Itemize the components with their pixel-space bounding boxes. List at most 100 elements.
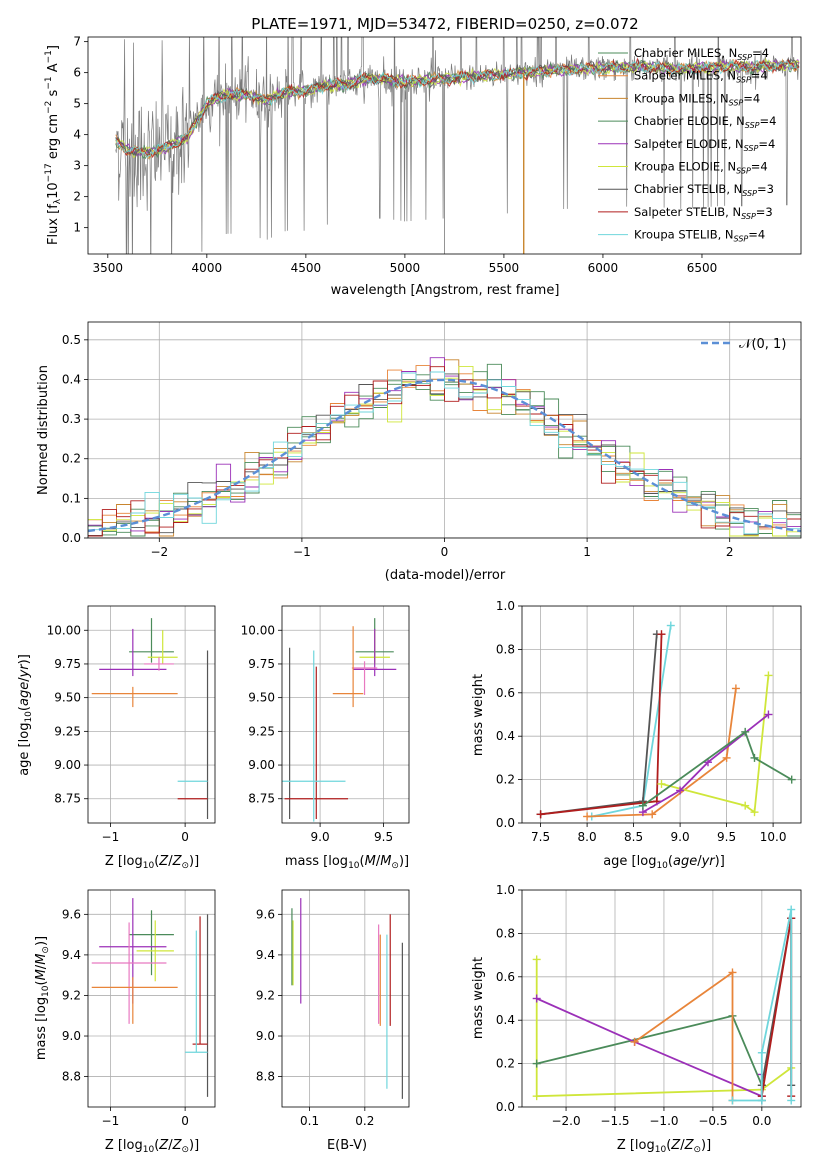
y-tick-label: 2 bbox=[73, 190, 81, 204]
legend-label: Salpeter MILES, N bbox=[634, 69, 736, 83]
x-tick-label: −1 bbox=[293, 545, 311, 559]
x-tick-label: 4500 bbox=[291, 261, 322, 275]
legend-entry-8: Kroupa STELIB, NSSP=4 bbox=[634, 228, 765, 244]
residuals-xlabel: (data-model)/error bbox=[385, 568, 506, 583]
x-tick-label: 8.0 bbox=[578, 830, 597, 844]
ageMass-xlabel: mass [log10(M/M⊙)] bbox=[285, 854, 409, 871]
legend-entry-5: Kroupa ELODIE, NSSP=4 bbox=[634, 160, 768, 176]
x-tick-label: 7.5 bbox=[531, 830, 550, 844]
axes-frame bbox=[87, 36, 802, 255]
panel-age_vs_Z: −1 0 8.75 9.00 9.25 9.50 9.75 10.00 bbox=[47, 605, 216, 844]
y-tick-label: 0.5 bbox=[62, 333, 81, 347]
legend-entry-0: Chabrier MILES, NSSP=4 bbox=[634, 46, 769, 62]
legend-gauss-label: 𝒩(0, 1) bbox=[739, 337, 786, 352]
x-tick-label: −0.5 bbox=[698, 1114, 727, 1128]
y-tick-label: 8.8 bbox=[256, 1070, 275, 1084]
y-tick-label: 9.4 bbox=[62, 948, 81, 962]
axes-frame bbox=[87, 605, 216, 824]
weightZ-xlabel: Z [log10(Z/Z⊙)] bbox=[617, 1138, 711, 1155]
x-tick-label: 0.0 bbox=[752, 1114, 771, 1128]
y-tick-label: 9.25 bbox=[54, 724, 81, 738]
ageZ-ylabel: age [log10(age/yr)] bbox=[17, 654, 34, 776]
y-tick-label: 9.2 bbox=[62, 988, 81, 1002]
legend-sub: SSP bbox=[744, 144, 759, 153]
x-tick-label: 9.5 bbox=[374, 830, 393, 844]
weight-line-5 bbox=[642, 713, 769, 813]
y-tick-label: 0.6 bbox=[496, 686, 515, 700]
y-tick-label: 8.75 bbox=[248, 792, 275, 806]
weightAge-ylabel: mass weight bbox=[471, 674, 486, 756]
x-tick-label: 2 bbox=[726, 545, 734, 559]
plot-area-age_vs_mass bbox=[282, 606, 409, 823]
legend-label: Kroupa MILES, N bbox=[634, 91, 729, 105]
y-tick-label: 5 bbox=[73, 97, 81, 111]
panel-weight_vs_age: 7.5 8.0 8.5 9.0 9.5 10.0 0.0 0.2 0.4 0.6 0.8 1.0 bbox=[496, 599, 802, 844]
legend-sub: SSP bbox=[736, 76, 751, 85]
panel-spectrum: 3500 4000 4500 5000 5500 6000 6500 1 2 3 4 5 6 7 Chabr… bbox=[73, 35, 802, 275]
plots-layer: 3500 4000 4500 5000 5500 6000 6500 1 2 3 4 5 6 7 Chabr… bbox=[47, 35, 802, 1128]
x-tick-label: 9.0 bbox=[311, 830, 330, 844]
x-tick-label: −1 bbox=[102, 1114, 120, 1128]
y-tick-label: 0.6 bbox=[496, 970, 515, 984]
x-tick-label: −1 bbox=[102, 830, 120, 844]
legend-entry-6: Chabrier STELIB, NSSP=3 bbox=[634, 182, 774, 198]
weight-line-6 bbox=[642, 730, 793, 807]
y-tick-label: 0.4 bbox=[62, 372, 81, 386]
y-tick-label: 0.2 bbox=[62, 452, 81, 466]
legend-label: Kroupa ELODIE, N bbox=[634, 160, 736, 174]
legend-tail: =3 bbox=[756, 205, 773, 219]
x-tick-label: 0.2 bbox=[355, 1114, 374, 1128]
x-tick-label: 0 bbox=[441, 545, 449, 559]
legend-label: Kroupa STELIB, N bbox=[634, 228, 734, 242]
y-tick-label: 7 bbox=[73, 35, 81, 49]
y-tick-label: 9.2 bbox=[256, 988, 275, 1002]
legend-tail: =4 bbox=[748, 228, 765, 242]
ageZ-xlabel: Z [log10(Z/Z⊙)] bbox=[105, 854, 199, 871]
plot-area-weight_vs_age bbox=[522, 606, 801, 823]
spectrum-xlabel: wavelength [Angstrom, rest frame] bbox=[331, 283, 560, 298]
panel-weight_vs_Z: −2.0 −1.5 −1.0 −0.5 0.0 0.0 0.2 0.4 0.6 0.8 1.0 bbox=[496, 883, 802, 1128]
y-tick-label: 0.4 bbox=[496, 729, 515, 743]
histogram-step-8 bbox=[88, 371, 801, 535]
legend-tail: =4 bbox=[760, 114, 777, 128]
legend-tail: =4 bbox=[751, 69, 768, 83]
x-tick-label: 6500 bbox=[687, 261, 718, 275]
plot-area-mass_vs_Z bbox=[88, 890, 215, 1107]
y-tick-label: 9.75 bbox=[248, 657, 275, 671]
y-tick-label: 9.0 bbox=[62, 1029, 81, 1043]
weight-line-3 bbox=[587, 688, 737, 818]
panel-age_vs_mass: 9.0 9.5 8.75 9.00 9.25 9.50 9.75 10.00 bbox=[241, 605, 410, 844]
legend-tail: =3 bbox=[757, 182, 774, 196]
x-tick-label: 0.1 bbox=[300, 1114, 319, 1128]
legend-entry-4: Salpeter ELODIE, NSSP=4 bbox=[634, 137, 775, 153]
y-tick-label: 8.8 bbox=[62, 1070, 81, 1084]
model-line-6 bbox=[115, 56, 800, 158]
x-tick-label: 5000 bbox=[390, 261, 421, 275]
legend-label: Chabrier STELIB, N bbox=[634, 182, 742, 196]
y-tick-label: 0.4 bbox=[496, 1013, 515, 1027]
y-tick-label: 6 bbox=[73, 66, 81, 80]
y-tick-label: 0.2 bbox=[496, 773, 515, 787]
x-tick-label: 9.0 bbox=[671, 830, 690, 844]
legend-tail: =4 bbox=[751, 160, 768, 174]
x-tick-label: 3500 bbox=[93, 261, 124, 275]
y-tick-label: 1.0 bbox=[496, 883, 515, 897]
figure-title: PLATE=1971, MJD=53472, FIBERID=0250, z=0… bbox=[251, 15, 638, 33]
x-tick-label: 0 bbox=[181, 1114, 189, 1128]
axes-frame bbox=[281, 605, 410, 824]
legend-entry-2: Kroupa MILES, NSSP=4 bbox=[634, 91, 760, 107]
y-tick-label: 0.8 bbox=[496, 926, 515, 940]
x-tick-label: −1.0 bbox=[649, 1114, 678, 1128]
legend-sub: SSP bbox=[737, 53, 752, 62]
spectrum-ylabel: Flux [fλ10−17 erg cm−2 s−1 A−1] bbox=[44, 45, 63, 245]
legend-sub: SSP bbox=[734, 235, 749, 244]
massZ-ylabel: mass [log10(M/M⊙)] bbox=[34, 936, 51, 1060]
plot-area-residuals bbox=[88, 322, 801, 538]
ebv-xlabel: E(B-V) bbox=[327, 1138, 367, 1153]
x-tick-label: 8.5 bbox=[624, 830, 643, 844]
legend-sub: SSP bbox=[745, 121, 760, 130]
x-tick-label: −1.5 bbox=[600, 1114, 629, 1128]
legend-sub: SSP bbox=[741, 212, 756, 221]
y-tick-label: 9.4 bbox=[256, 948, 275, 962]
